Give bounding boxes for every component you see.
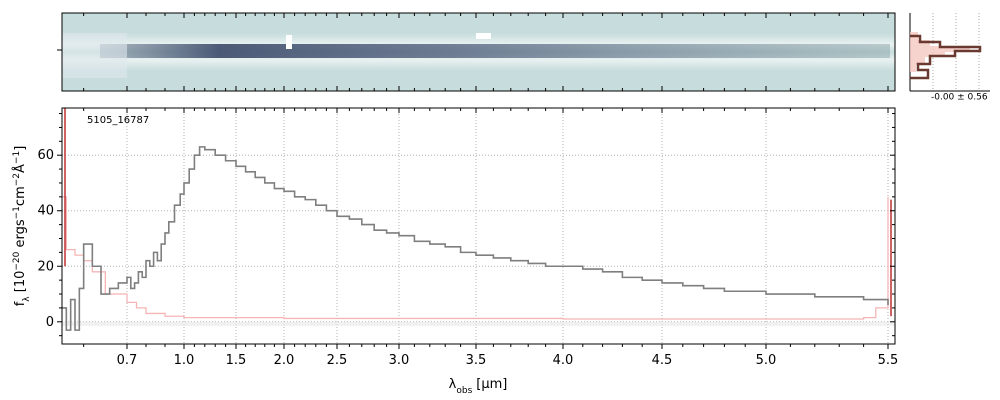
y-tick-label: 60 bbox=[37, 148, 54, 163]
y-label-sub: λ bbox=[22, 296, 32, 302]
y-label-part: ergs bbox=[13, 219, 28, 251]
plot-frame bbox=[61, 107, 896, 345]
x-tick-label: 1.0 bbox=[174, 353, 195, 368]
spectrum-2d-xticks bbox=[83, 13, 889, 91]
y-label-exp: −2 bbox=[12, 173, 22, 186]
y-axis-ticks: 0 20 40 60 bbox=[37, 113, 895, 337]
zero-band bbox=[62, 321, 895, 326]
x-tick-label: 5.5 bbox=[878, 353, 899, 368]
x-tick-label: 1.5 bbox=[226, 353, 247, 368]
y-label-part: cm bbox=[13, 186, 28, 206]
spectrum-1d-panel: 0.7 1.0 1.5 2.0 2.5 3.0 3.5 4.0 4.5 5.0 5.5 0 20 40 6… bbox=[12, 107, 899, 396]
spectrum-2d-frame bbox=[61, 12, 896, 92]
y-axis-label: fλ [10−20 ergs−1cm−2Å−1] bbox=[12, 146, 32, 307]
spectrum-2d-noise-region bbox=[62, 33, 127, 78]
x-tick-label: 2.0 bbox=[274, 353, 295, 368]
y-label-f: f bbox=[13, 301, 28, 306]
y-tick-label: 20 bbox=[37, 259, 54, 274]
plot-area bbox=[62, 108, 895, 344]
flux-spectrum-line bbox=[62, 146, 889, 331]
spectrum-2d-artifact bbox=[476, 33, 491, 39]
x-tick-label: 5.0 bbox=[756, 353, 777, 368]
y-label-exp: −1 bbox=[12, 151, 22, 164]
y-label-exp: −1 bbox=[12, 206, 22, 219]
y-label-part: ] bbox=[13, 146, 28, 151]
x-tick-label: 4.0 bbox=[553, 353, 574, 368]
spectrum-2d-trace bbox=[100, 44, 890, 58]
x-tick-label: 4.5 bbox=[652, 353, 673, 368]
y-label-part: [10 bbox=[13, 271, 28, 297]
y-tick-label: 40 bbox=[37, 204, 54, 219]
y-label-part: Å bbox=[12, 164, 28, 173]
x-tick-label: 0.7 bbox=[117, 353, 138, 368]
x-axis-label-subscript: obs bbox=[456, 386, 472, 396]
x-tick-label: 3.0 bbox=[389, 353, 410, 368]
spectrum-2d-panel bbox=[57, 12, 896, 92]
x-tick-label: 3.5 bbox=[466, 353, 487, 368]
x-axis-label-symbol: λ bbox=[449, 377, 457, 392]
histogram-outline bbox=[910, 34, 982, 80]
side-histogram-panel: -0.00 ± 0.56 bbox=[909, 13, 990, 103]
object-id-label: 5105_16787 bbox=[87, 115, 149, 126]
x-tick-label: 2.5 bbox=[327, 353, 348, 368]
x-axis-label-unit: [μm] bbox=[476, 377, 507, 392]
x-axis-ticks: 0.7 1.0 1.5 2.0 2.5 3.0 3.5 4.0 4.5 5.0 5.5 bbox=[83, 108, 899, 368]
x-axis-label: λobs [μm] bbox=[449, 377, 508, 396]
y-tick-label: 0 bbox=[46, 315, 54, 330]
spectrum-2d-artifact bbox=[286, 35, 292, 49]
y-label-exp: −20 bbox=[12, 251, 22, 270]
histogram-annotation: -0.00 ± 0.56 bbox=[931, 93, 988, 103]
